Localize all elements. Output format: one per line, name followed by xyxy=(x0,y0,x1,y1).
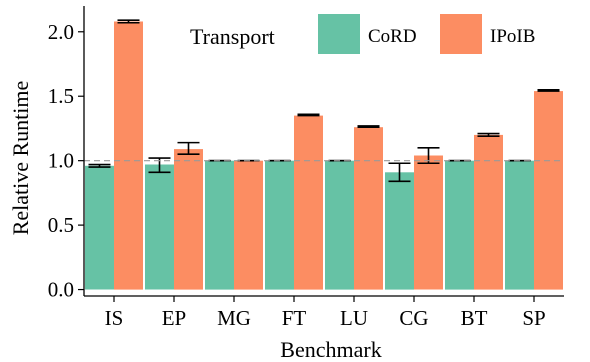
bar-cord-lu xyxy=(325,160,354,290)
x-tick-label-sp: SP xyxy=(522,306,545,330)
x-tick-label-cg: CG xyxy=(399,306,428,330)
bar-cord-mg xyxy=(205,160,234,290)
x-tick-label-mg: MG xyxy=(217,306,251,330)
error-bar-ipoib-is xyxy=(117,19,140,24)
x-tick-label-bt: BT xyxy=(461,306,488,330)
bar-cord-ft xyxy=(265,160,294,290)
bar-ipoib-bt xyxy=(474,134,503,290)
y-tick-label-0: 0.0 xyxy=(48,278,74,302)
y-tick-label-3: 1.5 xyxy=(48,84,74,108)
bar-ipoib-is xyxy=(114,21,143,290)
y-tick-label-4: 2.0 xyxy=(48,20,74,44)
bar-cord-is xyxy=(85,165,114,290)
bar-ipoib-lu xyxy=(354,127,383,290)
bar-cord-bt xyxy=(445,160,474,290)
x-axis-title: Benchmark xyxy=(280,337,381,362)
y-tick-label-1: 0.5 xyxy=(48,213,74,237)
bar-ipoib-cg xyxy=(414,155,443,290)
legend-swatch-cord xyxy=(318,14,360,54)
bar-ipoib-ep xyxy=(174,149,203,290)
bar-ipoib-sp xyxy=(534,91,563,290)
bar-cord-cg xyxy=(385,172,414,290)
x-tick-label-ft: FT xyxy=(282,306,307,330)
legend-label-cord: CoRD xyxy=(368,26,417,47)
error-bar-ipoib-lu xyxy=(357,125,380,128)
x-tick-label-ep: EP xyxy=(162,306,187,330)
legend: Transport CoRD IPoIB xyxy=(190,14,535,54)
x-tick-label-is: IS xyxy=(105,306,124,330)
legend-label-ipoib: IPoIB xyxy=(490,26,535,47)
y-tick-label-2: 1.0 xyxy=(48,149,74,173)
axes-layer: IS EP MG FT LU CG BT SP 0.0 0.5 1.0 1.5 2.0 xyxy=(48,6,564,330)
bar-ipoib-mg xyxy=(234,160,263,290)
error-bar-cord-cg xyxy=(388,162,411,183)
legend-title: Transport xyxy=(190,24,275,49)
error-bar-ipoib-sp xyxy=(537,88,560,92)
bar-cord-sp xyxy=(505,160,534,290)
legend-swatch-ipoib xyxy=(440,14,482,54)
error-bar-ipoib-ft xyxy=(297,113,320,117)
bar-ipoib-ft xyxy=(294,115,323,290)
bars-layer xyxy=(85,21,563,290)
y-axis-title: Relative Runtime xyxy=(8,81,33,236)
x-tick-label-lu: LU xyxy=(340,306,368,330)
bar-cord-ep xyxy=(145,164,174,290)
error-bar-ipoib-bt xyxy=(477,132,500,137)
error-bar-ipoib-ep xyxy=(177,141,200,156)
error-bar-cord-is xyxy=(88,163,111,168)
